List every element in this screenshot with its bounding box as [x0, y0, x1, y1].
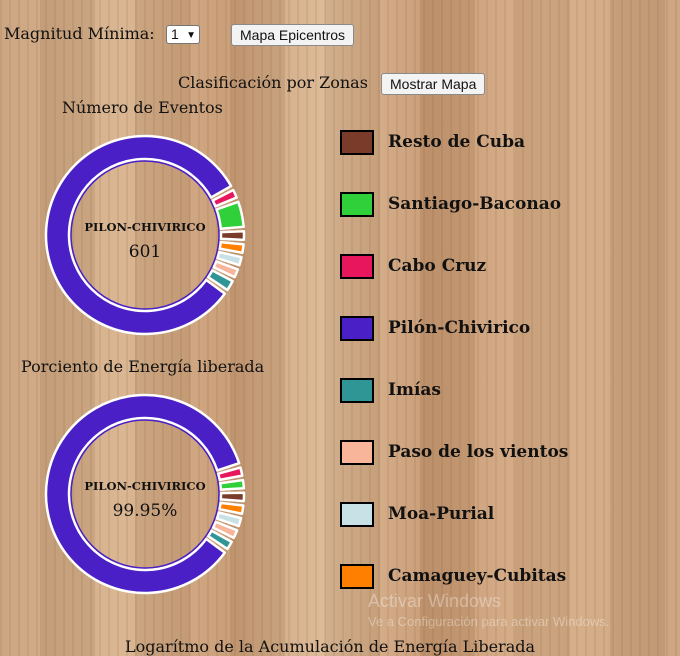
energia-center-value: 99.95%	[112, 501, 178, 521]
legend-swatch	[340, 129, 374, 155]
legend-label: Resto de Cuba	[388, 132, 526, 152]
donut-slice-resto-de-cuba	[219, 230, 246, 242]
energia-center-name: PILON-CHIVIRICO	[84, 479, 206, 493]
eventos-donut-chart	[44, 134, 246, 336]
mapa-epicentros-button[interactable]: Mapa Epicentros	[231, 24, 355, 46]
legend-label: Pilón-Chivirico	[388, 318, 531, 338]
legend-swatch	[340, 191, 374, 217]
legend-item-moa-purial: Moa-Purial	[340, 500, 494, 528]
legend-item-pilon-chivirico: Pilón-Chivirico	[340, 314, 530, 342]
donut-slice-resto-de-cuba	[219, 491, 246, 503]
energia-chart-title: Porciento de Energía liberada	[21, 357, 265, 376]
donut-slice-camaguey-cubitas	[218, 501, 245, 515]
legend-item-cabo-cruz: Cabo Cruz	[340, 252, 486, 280]
magnitud-select[interactable]: 1 ▼	[166, 25, 200, 44]
legend-label: Santiago-Baconao	[388, 194, 562, 214]
legend-swatch	[340, 563, 374, 589]
legend-item-imias: Imías	[340, 376, 441, 404]
legend-swatch	[340, 439, 374, 465]
donut-slice-moa-purial	[215, 511, 243, 528]
donut-slice-pilon-chivirico	[44, 393, 241, 595]
legend-label: Imías	[388, 380, 441, 400]
donut-slice-camaguey-cubitas	[218, 240, 245, 255]
legend-swatch	[340, 377, 374, 403]
legend-item-santiago-baconao: Santiago-Baconao	[340, 190, 561, 218]
legend-item-paso-de-los-vientos: Paso de los vientos	[340, 438, 568, 466]
legend-label: Moa-Purial	[388, 504, 495, 524]
eventos-center-value: 601	[128, 242, 162, 262]
donut-slice-cabo-cruz	[216, 466, 244, 482]
legend-item-camaguey-cubitas: Camaguey-Cubitas	[340, 562, 566, 590]
eventos-chart-title: Número de Eventos	[62, 98, 223, 117]
legend-label: Cabo Cruz	[388, 256, 487, 276]
legend-item-resto-de-cuba: Resto de Cuba	[340, 128, 525, 156]
acumulacion-chart-title: Logarítmo de la Acumulación de Energía L…	[125, 637, 536, 656]
legend-swatch	[340, 501, 374, 527]
donut-slice-pilon-chivirico	[44, 134, 233, 336]
activation-watermark-subtitle: Ve a Configuración para activar Windows.	[368, 614, 610, 629]
energia-donut-chart	[44, 393, 246, 595]
legend-swatch	[340, 253, 374, 279]
legend-label: Paso de los vientos	[388, 442, 569, 462]
donut-slice-santiago-baconao	[215, 200, 245, 230]
donut-slice-paso-de-los-vientos	[211, 520, 239, 540]
donut-slice-santiago-baconao	[218, 478, 246, 491]
donut-slice-imias	[206, 529, 233, 551]
activation-watermark-title: Activar Windows	[368, 591, 502, 611]
donut-slice-cabo-cruz	[211, 188, 238, 208]
legend-swatch	[340, 315, 374, 341]
mostrar-mapa-button[interactable]: Mostrar Mapa	[381, 73, 486, 95]
chevron-down-icon: ▼	[186, 30, 196, 41]
eventos-inner-ring	[70, 160, 220, 310]
donut-slice-paso-de-los-vientos	[212, 260, 240, 279]
eventos-center-name: PILON-CHIVIRICO	[84, 220, 206, 234]
magnitud-label: Magnitud Mínima:	[4, 24, 155, 43]
energia-inner-ring	[70, 419, 220, 569]
legend-label: Camaguey-Cubitas	[388, 566, 567, 586]
donut-slice-imias	[206, 269, 234, 292]
magnitud-select-value: 1	[171, 26, 179, 42]
clasificacion-label: Clasificación por Zonas	[178, 73, 368, 92]
donut-slice-moa-purial	[216, 250, 243, 267]
